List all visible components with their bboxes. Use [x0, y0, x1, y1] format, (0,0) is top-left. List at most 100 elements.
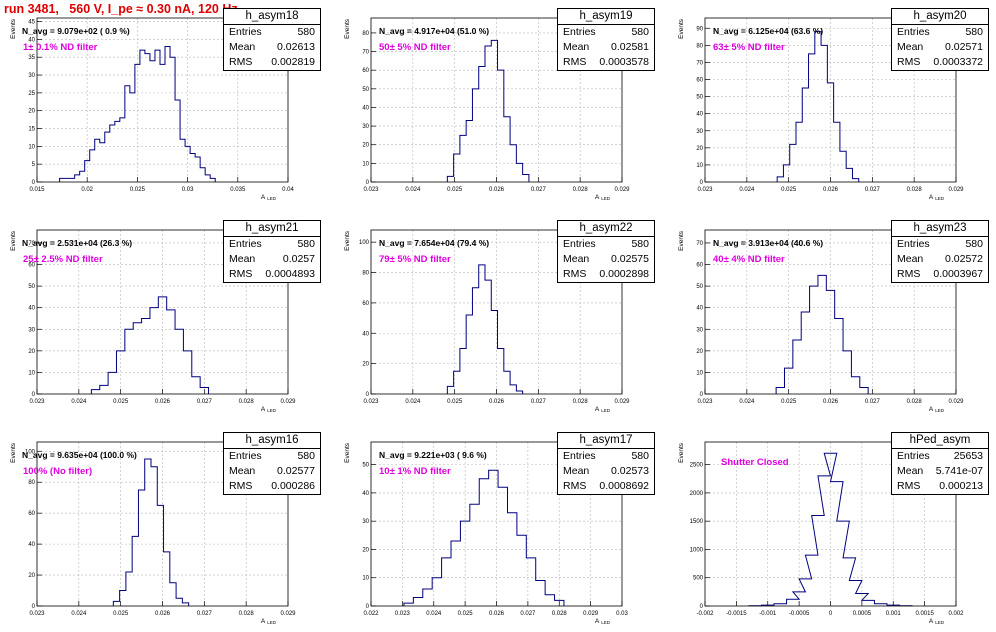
stat-label-mean: Mean	[563, 41, 590, 53]
y-tick-label: 50	[696, 95, 703, 101]
stat-label-rms: RMS	[897, 480, 921, 492]
stat-row-entries: Entries 580	[558, 25, 654, 40]
plot-frame	[36, 229, 289, 395]
stat-value-mean: 0.02573	[611, 465, 649, 477]
plot-frame	[704, 17, 957, 183]
stat-value-entries: 580	[631, 26, 649, 38]
y-tick-label: 20	[362, 547, 369, 553]
x-tick-label: 0.027	[531, 399, 547, 405]
x-tick-label: 0.027	[197, 399, 213, 405]
y-tick-label: 40	[28, 306, 35, 312]
x-tick-label: 0.027	[531, 187, 547, 193]
filter-label: 1± 0.1% ND filter	[23, 42, 98, 53]
y-axis-title: Events	[10, 442, 17, 463]
stat-label-entries: Entries	[897, 450, 930, 462]
y-tick-label: 30	[696, 327, 703, 333]
x-tick-label: 0.027	[865, 187, 881, 193]
filter-label: 40± 4% ND filter	[713, 254, 785, 265]
stats-box: h_asym18 Entries 580 Mean 0.02613 RMS 0.002819	[223, 8, 321, 71]
stat-value-rms: 0.002819	[271, 56, 315, 68]
navg-label: N_avg = 9.079e+02 ( 0.9 %)	[22, 26, 130, 36]
stat-value-entries: 25653	[953, 450, 983, 462]
filter-label: 100% (No filter)	[23, 466, 93, 477]
plot-frame	[370, 441, 623, 607]
stat-label-mean: Mean	[897, 465, 924, 477]
histogram-name: hPed_asym	[892, 433, 988, 449]
histogram-name: h_asym16	[224, 433, 320, 449]
x-tick-label: 0.022	[363, 611, 379, 617]
y-tick-label: 10	[28, 144, 35, 150]
histogram-series	[446, 264, 524, 394]
stats-box: h_asym19 Entries 580 Mean 0.02581 RMS 0.000357…	[557, 8, 655, 71]
filter-label: 63± 5% ND filter	[713, 42, 785, 53]
stat-row-mean: Mean 0.02577	[224, 464, 320, 479]
y-tick-label: 0	[700, 180, 704, 186]
y-tick-label: 60	[362, 301, 369, 307]
stat-row-rms: RMS 0.000213	[892, 479, 988, 494]
stat-label-rms: RMS	[563, 56, 587, 68]
x-axis-title: A LED	[929, 406, 945, 413]
y-axis-title: Events	[344, 442, 351, 463]
stat-value-entries: 580	[965, 238, 983, 250]
stat-value-rms: 0.0003967	[933, 268, 983, 280]
histogram-name: h_asym20	[892, 9, 988, 25]
y-tick-label: 40	[28, 542, 35, 548]
stat-value-entries: 580	[297, 238, 315, 250]
stat-row-entries: Entries 580	[558, 237, 654, 252]
y-tick-label: 30	[28, 327, 35, 333]
y-axis-title: Events	[678, 230, 685, 251]
stat-row-rms: RMS 0.0004893	[224, 267, 320, 282]
stat-value-mean: 0.02571	[945, 41, 983, 53]
x-tick-label: 0.028	[239, 399, 255, 405]
y-tick-label: 10	[28, 370, 35, 376]
plot-frame	[36, 441, 289, 607]
stats-box: h_asym23 Entries 580 Mean 0.02572 RMS 0.000396…	[891, 220, 989, 283]
y-tick-label: 60	[28, 263, 35, 269]
x-axis-title: A LED	[261, 406, 277, 413]
histogram-series	[403, 469, 565, 606]
stat-label-rms: RMS	[229, 480, 253, 492]
stat-label-rms: RMS	[229, 268, 253, 280]
stat-row-rms: RMS 0.0003372	[892, 55, 988, 70]
stat-row-mean: Mean 0.02575	[558, 252, 654, 267]
y-tick-label: 10	[362, 576, 369, 582]
histogram-series	[90, 296, 210, 394]
filter-label: Shutter Closed	[721, 457, 789, 468]
y-tick-label: 40	[362, 331, 369, 337]
x-tick-label: -0.0005	[789, 611, 810, 617]
stat-value-rms: 0.0008692	[599, 480, 649, 492]
histogram-series	[446, 39, 530, 182]
y-tick-label: 25	[28, 91, 35, 97]
y-axis-title: Events	[678, 442, 685, 463]
y-tick-label: 30	[362, 519, 369, 525]
x-tick-label: 0.025	[447, 187, 463, 193]
y-tick-label: 0	[32, 604, 36, 610]
stat-row-entries: Entries 580	[224, 449, 320, 464]
histogram-panel: 0.023 0.024 0.025 0.026 0.027 0.028 0.029 0 20 40…	[10, 432, 321, 625]
x-tick-label: 0.029	[614, 399, 630, 405]
histogram-panel: 0.023 0.024 0.025 0.026 0.027 0.028 0.029 0 10 20…	[678, 8, 989, 201]
x-tick-label: 0.024	[71, 399, 87, 405]
stat-label-rms: RMS	[563, 268, 587, 280]
y-tick-label: 5	[32, 162, 36, 168]
y-tick-label: 60	[696, 78, 703, 84]
y-tick-label: 30	[28, 73, 35, 79]
y-tick-label: 0	[32, 392, 36, 398]
stat-row-mean: Mean 0.02581	[558, 40, 654, 55]
stat-label-mean: Mean	[229, 465, 256, 477]
plot-frame	[36, 17, 289, 183]
stat-label-entries: Entries	[897, 26, 930, 38]
navg-label: N_avg = 6.125e+04 (63.6 %)	[713, 26, 824, 36]
stat-value-rms: 0.0003372	[933, 56, 983, 68]
y-tick-label: 0	[32, 180, 36, 186]
y-tick-label: 20	[28, 109, 35, 115]
stat-label-entries: Entries	[229, 450, 262, 462]
x-axis-title: A LED	[595, 406, 611, 413]
stat-row-entries: Entries 580	[892, 25, 988, 40]
y-tick-label: 60	[696, 263, 703, 269]
x-tick-label: 0.028	[239, 611, 255, 617]
stats-box: h_asym20 Entries 580 Mean 0.02571 RMS 0.000337…	[891, 8, 989, 71]
histogram-name: h_asym18	[224, 9, 320, 25]
y-tick-label: 70	[696, 60, 703, 66]
x-tick-label: 0.025	[113, 399, 129, 405]
